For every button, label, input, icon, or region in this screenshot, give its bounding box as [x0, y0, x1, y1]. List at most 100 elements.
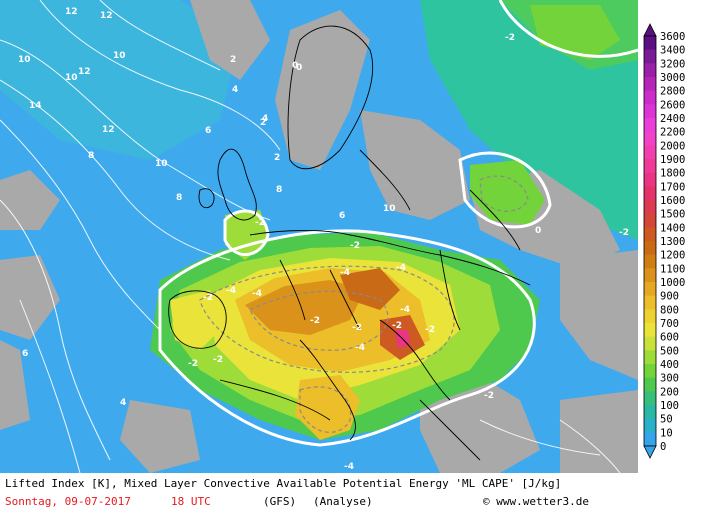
cape-1300-field-north [340, 268, 400, 310]
li-label: 4 [232, 85, 238, 95]
legend-swatch [644, 377, 656, 392]
li-label: -4 [226, 286, 236, 296]
legend-swatch [644, 49, 656, 64]
cape-contour-britain [223, 209, 270, 257]
legend-label: 3600 [660, 31, 685, 43]
li-label: 8 [176, 193, 182, 203]
legend-swatch [644, 295, 656, 310]
legend-label: 50 [660, 414, 673, 426]
legend-swatch [644, 336, 656, 351]
li-label: 12 [78, 67, 91, 77]
cape-contour-north [498, 0, 638, 58]
legend-swatch [644, 309, 656, 324]
legend-label: 1000 [660, 277, 685, 289]
cape-contour-russia [458, 151, 552, 229]
li-label: 2 [230, 55, 236, 65]
legend-swatch [644, 118, 656, 132]
legend-label: 1500 [660, 209, 685, 221]
legend-label: 900 [660, 291, 679, 303]
legend-label: 1100 [660, 263, 685, 275]
li-label: -4 [400, 305, 410, 315]
li-negative-isolines [199, 175, 529, 433]
legend-swatch [644, 63, 656, 78]
legend-label: 1700 [660, 181, 685, 193]
map-model: (GFS) [263, 495, 297, 508]
li-label: 0 [292, 61, 298, 71]
legend-label: 200 [660, 386, 679, 398]
li-label: 0 [535, 226, 541, 236]
legend-arrow-down [643, 445, 657, 459]
legend-label: 500 [660, 345, 679, 357]
li-label: -4 [355, 343, 365, 353]
li-label: 0 [296, 63, 302, 73]
li-label: -2 [188, 359, 198, 369]
li-label: -4 [252, 289, 262, 299]
li-isolines [0, 0, 621, 473]
legend-label: 1400 [660, 222, 685, 234]
legend-label: 100 [660, 400, 679, 412]
li-label: 6 [22, 349, 28, 359]
legend-label: 2400 [660, 113, 685, 125]
legend-label: 0 [660, 441, 666, 453]
li-label: -2 [352, 323, 362, 333]
grey-region-3 [0, 340, 30, 430]
legend-label: 300 [660, 373, 679, 385]
grey-region-4 [190, 0, 270, 80]
legend-swatch [644, 104, 656, 119]
map-title: Lifted Index [K], Mixed Layer Convective… [5, 477, 562, 490]
grey-north-africa [120, 400, 200, 473]
li-label: 2 [260, 118, 266, 128]
li-label: 4 [120, 398, 126, 408]
legend-label: 3200 [660, 58, 685, 70]
li-label: -2 [310, 316, 320, 326]
legend-swatch [644, 391, 656, 406]
legend-swatch [644, 323, 656, 337]
legend-swatch [644, 131, 656, 146]
legend-swatch [644, 200, 656, 214]
cape-legend: 3600 3400 3200 3000 2800 2600 2400 2200 2000 1900… [638, 0, 704, 473]
legend-label: 400 [660, 359, 679, 371]
li-label: -2 [213, 355, 223, 365]
legend-swatch [644, 77, 656, 91]
legend-label: 2000 [660, 140, 685, 152]
legend-swatch [644, 350, 656, 365]
legend-label: 2800 [660, 86, 685, 98]
li-label: 12 [100, 11, 113, 21]
legend-label: 800 [660, 304, 679, 316]
legend-label: 1600 [660, 195, 685, 207]
legend-label: 2600 [660, 99, 685, 111]
li-label: 10 [113, 51, 126, 61]
legend-swatch [644, 268, 656, 283]
li-label: -2 [505, 33, 515, 43]
legend-swatch [644, 282, 656, 296]
cape-iberia-field [170, 290, 220, 350]
map-analysis: (Analyse) [313, 495, 373, 508]
map-time: 18 UTC [171, 495, 211, 508]
cape-contour-main [158, 229, 536, 447]
legend-label: 10 [660, 427, 673, 439]
legend-colorbar: 3600340032003000280026002400220020001900… [643, 23, 685, 459]
li-label: -2 [255, 218, 265, 228]
legend-label: 1300 [660, 236, 685, 248]
cape-italy-field [295, 375, 360, 440]
legend-label: 1200 [660, 250, 685, 262]
legend-label: 1800 [660, 168, 685, 180]
legend-swatch [644, 145, 656, 160]
legend-label: 3000 [660, 72, 685, 84]
legend-label: 1900 [660, 154, 685, 166]
li-label: -4 [396, 263, 406, 273]
li-label: 10 [383, 204, 396, 214]
li-label: 6 [339, 211, 345, 221]
legend-swatch [644, 241, 656, 255]
legend-swatch [644, 159, 656, 173]
map-canvas: 12 12 10 10 10 12 14 12 10 8 2 4 6 8 6 4… [0, 0, 638, 473]
li-label: -4 [340, 268, 350, 278]
li-label: 10 [18, 55, 31, 65]
grey-southeast [560, 390, 638, 473]
weather-map: 12 12 10 10 10 12 14 12 10 8 2 4 6 8 6 4… [0, 0, 638, 473]
li-label: -2 [425, 325, 435, 335]
map-footer: Lifted Index [K], Mixed Layer Convective… [0, 473, 704, 513]
li-label: -2 [484, 391, 494, 401]
li-label: 14 [29, 101, 42, 111]
legend-label: 600 [660, 332, 679, 344]
